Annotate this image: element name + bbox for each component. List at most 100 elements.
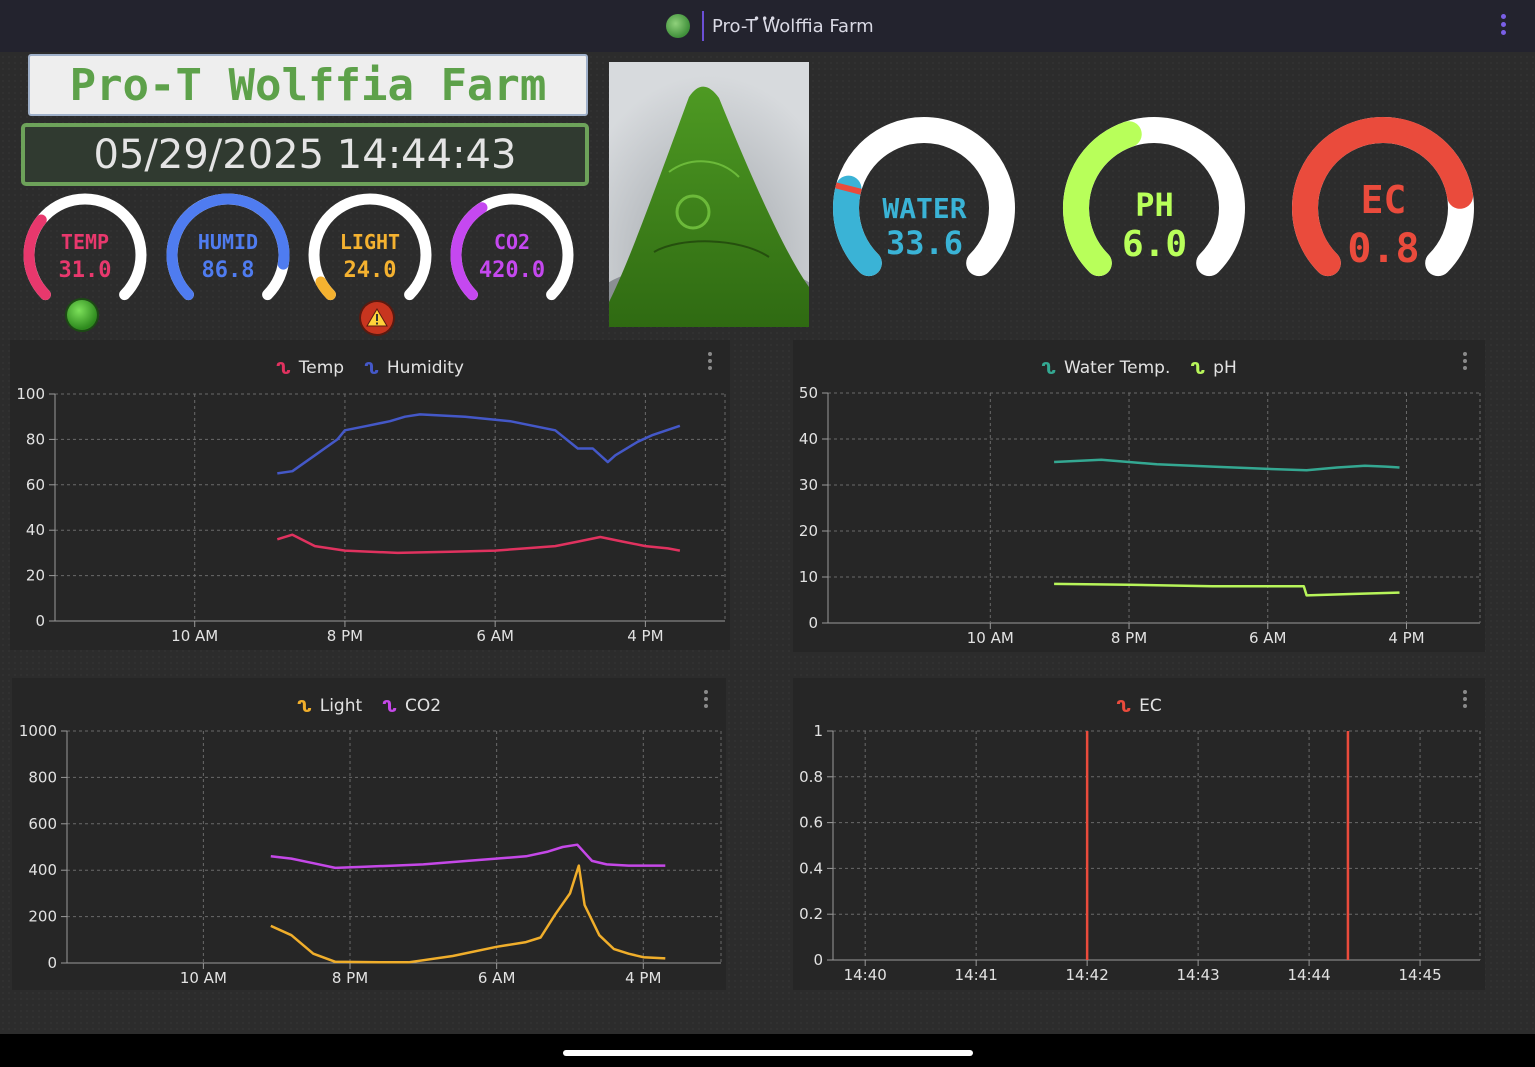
humidity-gauge-label: HUMID: [197, 230, 259, 254]
drag-handle-icon[interactable]: •••: [753, 12, 778, 26]
co2-gauge-value: 420.0: [478, 258, 546, 283]
y-tick-label: 1: [813, 722, 823, 740]
x-tick-label: 6 AM: [1249, 629, 1287, 647]
legend-item-light[interactable]: ᔐ Light: [297, 696, 362, 716]
y-tick-label: 60: [26, 476, 45, 494]
app-bar: ••• Pro-T Wolffia Farm: [0, 0, 1535, 52]
y-tick-label: 40: [26, 521, 45, 539]
series-ph-line: [1054, 582, 1400, 597]
legend-item-ph[interactable]: ᔐ pH: [1190, 358, 1236, 378]
y-tick-label: 10: [799, 568, 818, 586]
small-gauge-2-fill: [315, 276, 336, 301]
y-tick-label: 800: [28, 768, 57, 786]
series-co2-line: [270, 843, 666, 870]
chart-menu-icon[interactable]: [704, 690, 710, 711]
x-tick-label: 8 PM: [332, 969, 368, 987]
water-ph-chart: 0 10 20 30 40 50 10 AM 8 PM 6 AM 4 PM: [799, 384, 1481, 647]
y-tick-label: 20: [26, 567, 45, 585]
legend-swatch-icon: ᔐ: [1041, 358, 1057, 378]
y-tick-label: 400: [28, 861, 57, 879]
home-indicator[interactable]: [563, 1050, 973, 1056]
light-gauge-label: LIGHT: [339, 230, 401, 254]
temp-gauge-arc: [23, 193, 147, 301]
legend-label: CO2: [404, 696, 442, 716]
x-tick-label: 14:44: [1287, 966, 1330, 984]
co2-gauge-label: CO2: [493, 230, 531, 254]
y-tick-label: 0.2: [799, 905, 823, 923]
temp-gauge-value: 31.0: [58, 258, 112, 283]
legend-label: pH: [1213, 358, 1237, 378]
light-gauge: LIGHT 24.0: [303, 190, 437, 320]
series-water-temp--line: [1054, 458, 1400, 472]
large-gauge-0-marker: [835, 182, 862, 195]
y-tick-label: 0: [35, 612, 45, 630]
legend-label: EC: [1139, 696, 1162, 716]
y-tick-label: 600: [28, 815, 57, 833]
y-tick-label: 30: [799, 476, 818, 494]
legend-item-ec[interactable]: ᔐ EC: [1116, 696, 1161, 716]
chart-menu-icon[interactable]: [1463, 352, 1469, 373]
legend-item-temp[interactable]: ᔐ Temp: [276, 358, 344, 378]
y-tick-label: 0: [813, 951, 823, 969]
y-tick-label: 0.4: [799, 859, 823, 877]
legend-item-co2[interactable]: ᔐ CO2: [382, 696, 441, 716]
x-tick-label: 14:40: [844, 966, 887, 984]
more-menu-icon[interactable]: [1496, 14, 1510, 38]
y-tick-label: 80: [26, 430, 45, 448]
water-gauge-arc: [833, 117, 1015, 277]
x-tick-label: 10 AM: [180, 969, 227, 987]
chart-legend: ᔐ EC: [793, 696, 1485, 716]
light-co2-chart: 0 200 400 600 800 1000 10 AM 8 PM 6 AM 4 PM: [19, 722, 722, 987]
app-title-group: Pro-T Wolffia Farm: [666, 10, 874, 42]
chart-menu-icon[interactable]: [708, 352, 714, 373]
datetime-display: 05/29/2025 14:44:43: [21, 123, 589, 186]
legend-item-humidity[interactable]: ᔐ Humidity: [364, 358, 464, 378]
wolffia-photo: [609, 62, 809, 327]
co2-gauge-arc: [450, 193, 574, 301]
large-gauge-2-fill: [1292, 117, 1474, 277]
legend-swatch-icon: ᔐ: [364, 358, 379, 378]
temp-humidity-chart: 0 20 40 60 80 100 10 AM 8 PM 6 AM 4 PM: [16, 385, 726, 645]
small-gauge-2-track: [308, 193, 432, 301]
x-tick-label: 8 PM: [327, 627, 363, 645]
y-tick-label: 0: [808, 614, 818, 632]
x-tick-label: 6 AM: [478, 969, 516, 987]
x-tick-label: 14:43: [1176, 966, 1219, 984]
x-tick-label: 10 AM: [171, 627, 218, 645]
legend-swatch-icon: ᔐ: [1190, 358, 1206, 378]
app-title: Pro-T Wolffia Farm: [712, 15, 874, 37]
water-gauge-value: 33.6: [885, 224, 964, 262]
x-tick-label: 14:42: [1066, 966, 1109, 984]
ec-chart: 0 0.2 0.4 0.6 0.8 1 14:40 14:41 14:42 14:43 14:44 1…: [799, 722, 1481, 984]
light-gauge-value: 24.0: [343, 258, 397, 283]
ph-gauge-label: PH: [1135, 186, 1174, 224]
x-tick-label: 4 PM: [1388, 629, 1424, 647]
y-tick-label: 100: [16, 385, 45, 403]
legend-label: Temp: [298, 358, 345, 378]
large-gauge-1-fill: [1063, 121, 1142, 277]
temp-gauge-label: TEMP: [60, 230, 110, 254]
legend-swatch-icon: ᔐ: [1116, 696, 1132, 716]
legend-label: Light: [319, 696, 363, 716]
ph-gauge-value: 6.0: [1121, 224, 1188, 265]
chart-legend: ᔐ Temp ᔐ Humidity: [10, 358, 730, 378]
series-temp-line: [276, 533, 681, 555]
ec-gauge-value: 0.8: [1347, 226, 1420, 272]
ec-gauge: EC 0.8: [1281, 112, 1486, 282]
y-tick-label: 20: [799, 522, 818, 540]
ph-gauge-arc: [1063, 117, 1245, 277]
ec-gauge-arc: [1292, 117, 1474, 277]
y-tick-label: 200: [28, 908, 57, 926]
humidity-gauge-arc: [166, 193, 290, 301]
y-tick-label: 50: [799, 384, 818, 402]
small-gauge-3-fill: [450, 202, 488, 301]
y-tick-label: 1000: [19, 722, 57, 740]
x-tick-label: 14:45: [1398, 966, 1441, 984]
legend-swatch-icon: ᔐ: [276, 358, 291, 378]
farm-title-banner: Pro-T Wolffia Farm: [28, 54, 588, 116]
temp-gauge: TEMP 31.0: [18, 190, 152, 320]
legend-item-water-temp[interactable]: ᔐ Water Temp.: [1041, 358, 1170, 378]
chart-menu-icon[interactable]: [1463, 690, 1469, 711]
water-ph-chart-panel: ᔐ Water Temp. ᔐ pH 0 10 20 30 40 50 10 AM 8 PM 6 A…: [793, 340, 1485, 652]
y-tick-label: 0.8: [799, 768, 823, 786]
